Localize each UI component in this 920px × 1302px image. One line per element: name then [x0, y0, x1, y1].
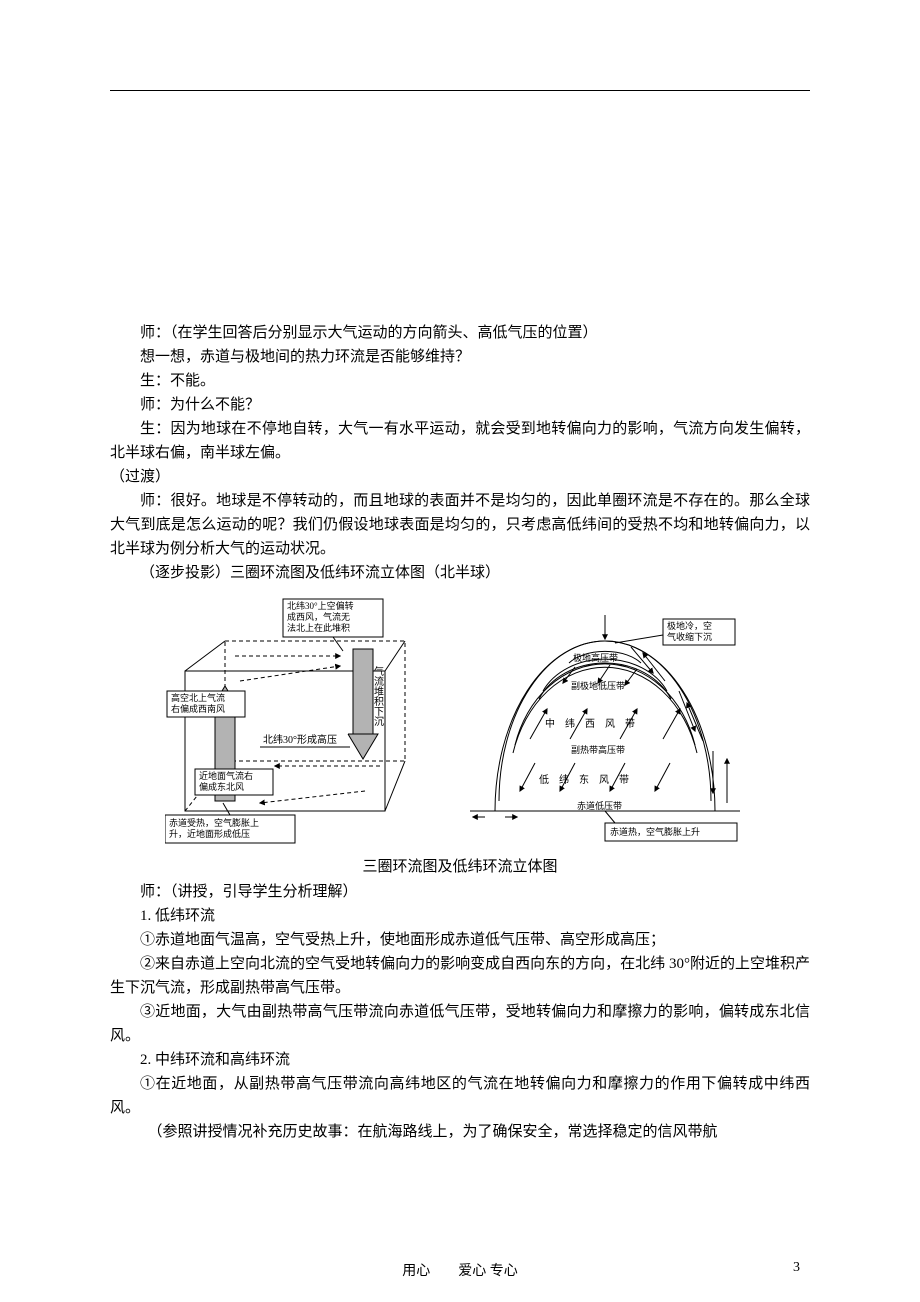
para: （逐步投影）三圈环流图及低纬环流立体图（北半球） [110, 561, 810, 585]
topright-text-box: 极地冷，空 气收缩下沉 [663, 619, 735, 645]
label-equator-low: 赤道低压带 [577, 800, 622, 811]
lowerleft-text-box: 近地面气流右 偏成东北风 [195, 769, 273, 795]
svg-text:赤道热，空气膨胀上升: 赤道热，空气膨胀上升 [610, 826, 700, 837]
label-polar-high: 极地高压带 [573, 652, 618, 663]
para: 生：因为地球在不停地自转，大气一有水平运动，就会受到地转偏向力的影响，气流方向发… [110, 417, 810, 465]
para: 师：（讲授，引导学生分析理解） [110, 880, 810, 904]
svg-text:北纬30°上空偏转 成西风，气流无: 北纬30°上空偏转 成西风，气流无 法北上在此堆积 [287, 600, 356, 633]
para: （参照讲授情况补充历史故事：在航海路线上，为了确保安全，常选择稳定的信风带航 [110, 1120, 810, 1144]
para: ③近地面，大气由副热带高气压带流向赤道低气压带，受地转偏向力和摩擦力的影响，偏转… [110, 1000, 810, 1048]
top-rule [110, 90, 810, 91]
upperleft-text-box: 高空北上气流 右偏成西南风 [167, 691, 245, 717]
bottom-text-box: 赤道受热，空气膨胀上 升，近地面形成低压 [165, 815, 295, 843]
para: 师：为什么不能？ [110, 393, 810, 417]
para: 1. 低纬环流 [110, 904, 810, 928]
label-easterlies: 低 纬 东 风 带 [539, 773, 629, 786]
para: 师：很好。地球是不停转动的，而且地球的表面并不是均匀的，因此单圈环流是不存在的。… [110, 489, 810, 561]
page-number: 3 [793, 1260, 800, 1276]
para: ②来自赤道上空向北流的空气受地转偏向力的影响变成自西向东的方向，在北纬 30°附… [110, 952, 810, 1000]
figure-diagram: 气流堆积下沉 北纬30°上空偏转 成西风，气流无 法北上在此堆积 [165, 591, 755, 851]
label-subtropical-high: 副热带高压带 [571, 744, 625, 755]
label-westerlies: 中 纬 西 风 带 [545, 717, 635, 730]
para: 想一想，赤道与极地间的热力环流是否能够维持？ [110, 345, 810, 369]
body-text-top: 师：（在学生回答后分别显示大气运动的方向箭头、高低气压的位置） 想一想，赤道与极… [110, 321, 810, 585]
top-text-box: 北纬30°上空偏转 成西风，气流无 法北上在此堆积 [283, 599, 383, 637]
body-text-bottom: 师：（讲授，引导学生分析理解） 1. 低纬环流 ①赤道地面气温高，空气受热上升，… [110, 880, 810, 1144]
para: 生：不能。 [110, 369, 810, 393]
footer-text-b: 爱心 专心 [458, 1264, 518, 1279]
mid-label: 北纬30°形成高压 [263, 733, 337, 746]
vert-label: 气流堆积下沉 [372, 665, 384, 726]
figure-caption: 三圈环流图及低纬环流立体图 [110, 855, 810, 876]
para: 师：（在学生回答后分别显示大气运动的方向箭头、高低气压的位置） [110, 321, 810, 345]
para: 2. 中纬环流和高纬环流 [110, 1048, 810, 1072]
left-cube: 气流堆积下沉 北纬30°上空偏转 成西风，气流无 法北上在此堆积 [165, 599, 405, 843]
bottomright-text-box: 赤道热，空气膨胀上升 [605, 823, 737, 841]
para: ①赤道地面气温高，空气受热上升，使地面形成赤道低气压带、高空形成高压； [110, 928, 810, 952]
right-hemisphere: 极地高压带 副极地低压带 中 纬 西 风 带 副热带高压带 低 纬 东 风 带 … [470, 615, 740, 841]
para: ①在近地面，从副热带高气压带流向高纬地区的气流在地转偏向力和摩擦力的作用下偏转成… [110, 1072, 810, 1120]
footer-text-a: 用心 [402, 1264, 430, 1279]
para: （过渡） [110, 465, 810, 489]
label-subpolar-low: 副极地低压带 [571, 680, 625, 691]
